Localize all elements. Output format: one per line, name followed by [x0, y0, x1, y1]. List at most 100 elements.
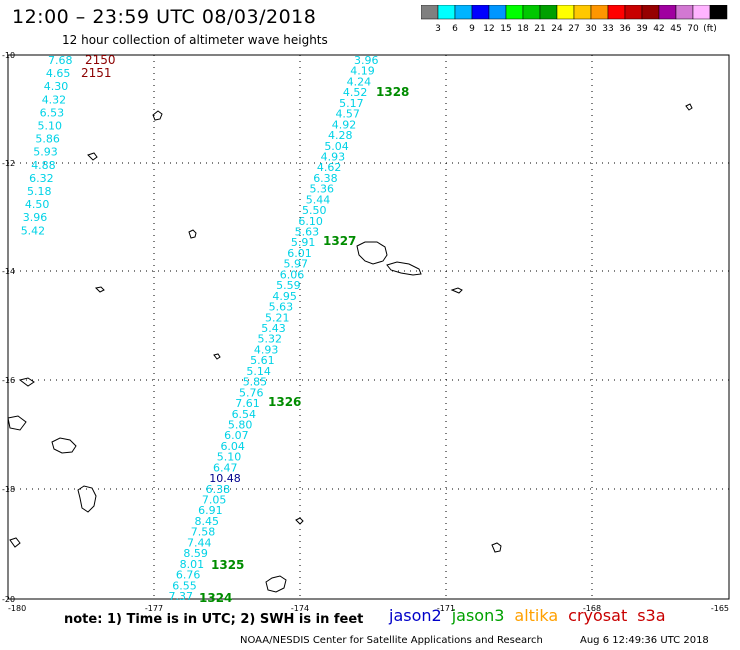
swh-value: 6.10 — [298, 215, 323, 228]
swh-value: 4.92 — [332, 118, 357, 131]
swh-value: 5.10 — [38, 120, 63, 133]
swh-value: 5.43 — [261, 322, 286, 335]
island-northeast — [685, 103, 693, 111]
colorbar-label: 42 — [653, 24, 664, 34]
island-futuna — [94, 286, 105, 293]
pass-time: 1327 — [323, 234, 356, 248]
swh-value: 7.68 — [48, 54, 73, 67]
colorbar-label: 33 — [602, 24, 613, 34]
island-east-2 — [491, 542, 502, 553]
swh-value: 6.91 — [198, 504, 223, 517]
swh-value: 7.58 — [191, 526, 216, 539]
swh-value: 5.76 — [239, 386, 263, 399]
swh-value: 4.93 — [321, 150, 346, 163]
lon-label: -180 — [8, 604, 26, 613]
coastlines — [7, 103, 693, 593]
swh-value: 8.45 — [194, 515, 219, 528]
swh-value: 7.44 — [187, 536, 212, 549]
lon-label: -165 — [711, 604, 729, 613]
swh-value: 8.59 — [183, 547, 208, 560]
lat-label: -20 — [2, 595, 15, 604]
swh-value: 10.48 — [209, 472, 241, 485]
swh-value: 6.06 — [280, 268, 305, 281]
swh-value: 5.91 — [291, 236, 316, 249]
map-frame — [7, 54, 730, 600]
swh-value: 5.63 — [295, 226, 320, 239]
colorbar-label: 30 — [585, 24, 597, 34]
swh-value: 4.95 — [272, 290, 297, 303]
swh-value: 5.61 — [250, 354, 275, 367]
swh-value: 5.44 — [306, 193, 331, 206]
colorbar-label: 15 — [500, 24, 511, 34]
swh-value: 6.55 — [172, 579, 197, 592]
swh-value: 5.50 — [302, 204, 327, 217]
page-subtitle: 12 hour collection of altimeter wave hei… — [62, 33, 328, 47]
swh-value: 5.21 — [265, 311, 290, 324]
swh-value: 5.36 — [309, 183, 334, 196]
swh-value: 4.88 — [31, 159, 56, 172]
swh-value: 6.76 — [176, 569, 201, 582]
swh-value: 4.52 — [343, 86, 368, 99]
page-title: 12:00 – 23:59 UTC 08/03/2018 — [12, 6, 317, 28]
swh-value: 4.62 — [317, 161, 342, 174]
island-north-2 — [87, 152, 98, 161]
island-west-1 — [18, 377, 35, 387]
swh-value: 4.30 — [44, 80, 69, 93]
swh-value: 5.18 — [27, 185, 52, 198]
swh-value: 5.32 — [258, 333, 283, 346]
colorbar-label: 12 — [483, 24, 494, 34]
lat-label: -18 — [2, 485, 15, 494]
island-upolu — [386, 261, 422, 276]
island-south-1 — [295, 517, 304, 525]
colorbar-label: 6 — [452, 24, 458, 34]
colorbar-label: 21 — [534, 24, 545, 34]
swh-value: 4.24 — [347, 75, 372, 88]
lon-label: -177 — [145, 604, 163, 613]
footer-note: note: 1) Time is in UTC; 2) SWH is in fe… — [64, 612, 364, 627]
swh-value: 5.14 — [246, 365, 271, 378]
footer-timestamp: Aug 6 12:49:36 UTC 2018 — [580, 635, 709, 646]
swh-value: 5.97 — [284, 258, 309, 271]
pass-time: 2151 — [81, 66, 112, 80]
lat-label: -10 — [2, 51, 15, 60]
swh-value: 6.01 — [287, 247, 312, 260]
island-west-2 — [9, 537, 21, 548]
lat-label: -16 — [2, 376, 15, 385]
colorbar-swatch — [709, 5, 728, 20]
colorbar-label: 24 — [551, 24, 563, 34]
pass-time: 1325 — [211, 558, 244, 572]
lat-label: -12 — [2, 159, 15, 168]
swh-value: 7.37 — [169, 590, 194, 603]
swh-value: 4.65 — [46, 67, 71, 80]
swh-value: 4.50 — [25, 198, 50, 211]
satellite-legend-item: s3a — [637, 606, 666, 625]
colorbar-label: 18 — [517, 24, 529, 34]
swh-value: 5.04 — [324, 140, 349, 153]
swh-value: 4.32 — [42, 93, 66, 106]
swh-value: 7.05 — [202, 494, 227, 507]
swh-value: 5.42 — [21, 224, 46, 237]
satellite-legend: jason2 jason3 altika cryosat s3a — [389, 606, 676, 625]
island-fiji-2 — [7, 415, 27, 431]
swh-value: 8.01 — [180, 558, 205, 571]
island-north-1 — [152, 110, 163, 121]
pass-time: 2150 — [85, 53, 116, 67]
swh-value: 6.47 — [213, 461, 238, 474]
lon-label: -168 — [583, 604, 601, 613]
colorbar-label: 39 — [636, 24, 648, 34]
swh-value: 5.10 — [217, 451, 242, 464]
swh-value: 6.32 — [29, 172, 53, 185]
colorbar-label: 27 — [568, 24, 579, 34]
altimeter-tracks: 7.684.654.304.326.535.105.865.934.886.32… — [21, 53, 410, 605]
swh-value: 6.54 — [232, 408, 257, 421]
island-tonga-2 — [265, 575, 287, 593]
swh-value: 3.96 — [23, 211, 48, 224]
lon-label: -171 — [437, 604, 455, 613]
colorbar-label: 45 — [670, 24, 681, 34]
lat-label: -14 — [2, 267, 15, 276]
satellite-legend-item: altika — [514, 606, 559, 625]
satellite-legend-item: jason3 — [451, 606, 505, 625]
swh-value: 7.61 — [235, 397, 260, 410]
colorbar-label: 36 — [619, 24, 631, 34]
island-east-1 — [450, 287, 463, 294]
